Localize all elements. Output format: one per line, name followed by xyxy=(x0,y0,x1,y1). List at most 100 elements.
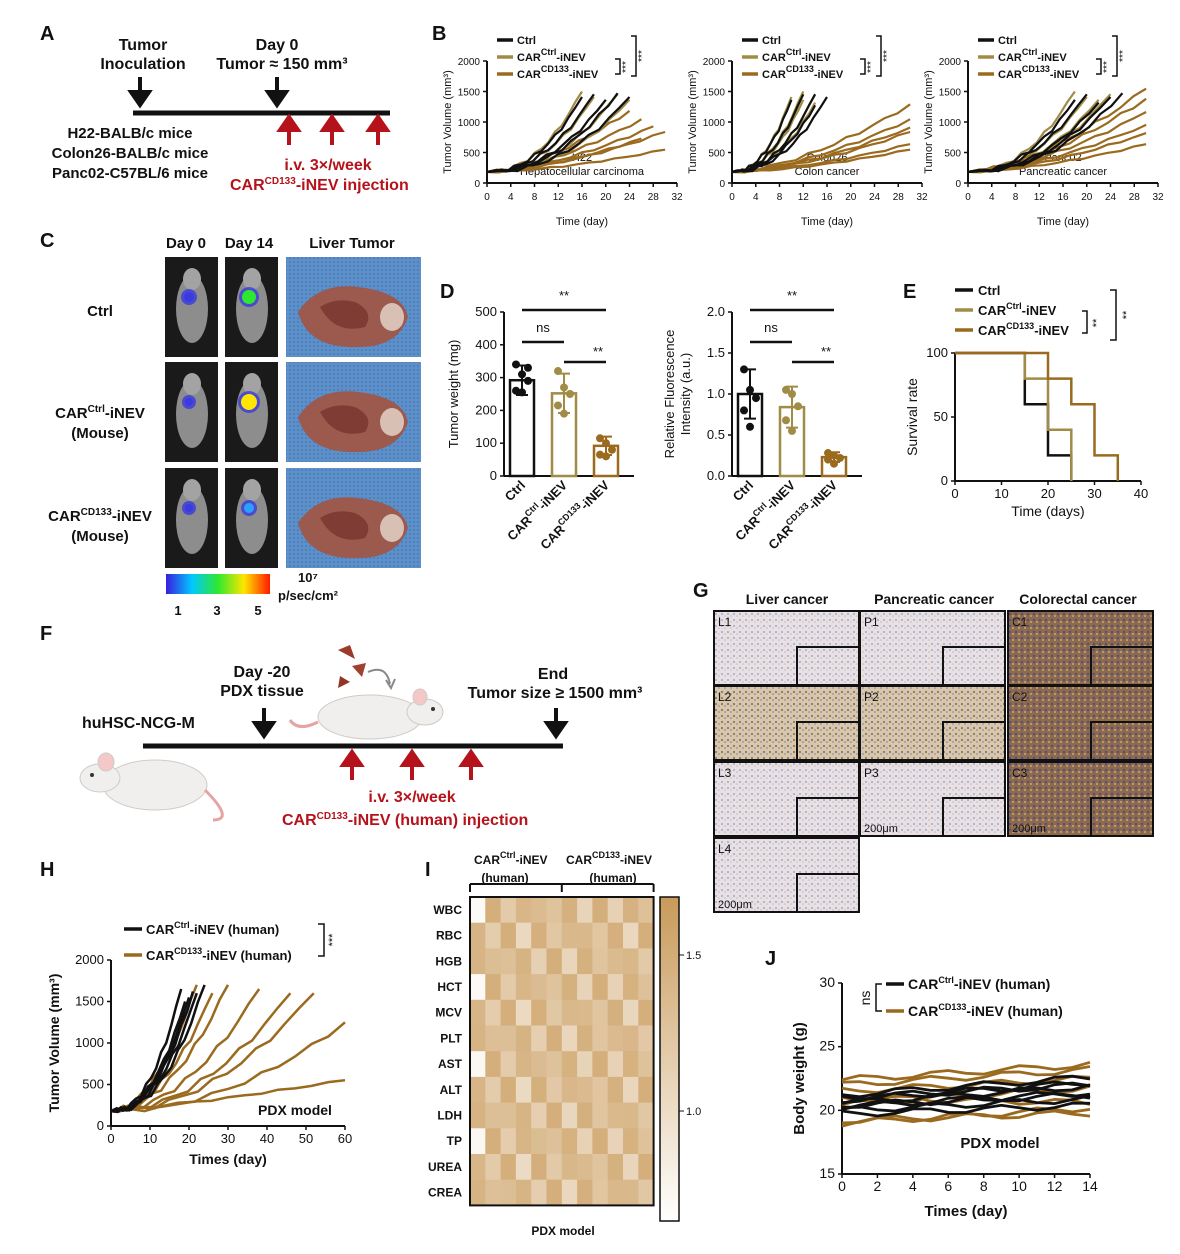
j-ylabel: Body weight (g) xyxy=(791,1022,808,1135)
d-tumor-weight-chart-data-point xyxy=(512,360,520,369)
ihc-scale-label: 200μm xyxy=(864,823,898,835)
bioluminescence-core xyxy=(184,292,194,302)
b-series-car-cd133-line xyxy=(731,143,911,174)
day0-arrow xyxy=(264,77,290,109)
b-sig-bracket-outer xyxy=(1112,35,1118,77)
heatmap-cell xyxy=(470,1076,486,1104)
f-treatment-name: CARCD133-iNEV (human) injection xyxy=(282,811,528,829)
b-legend-entry-sup: CD133 xyxy=(541,64,569,74)
b-series-ctrl-line xyxy=(967,92,1124,173)
liver-lobe xyxy=(320,300,369,329)
heatmap-cell xyxy=(577,1128,593,1155)
h-legend-entry-suffix: -iNEV (human) xyxy=(202,948,292,963)
heatmap-cell xyxy=(485,1128,502,1155)
b-legend-entry-sup: Ctrl xyxy=(541,47,557,57)
d-sig-ctrl-cd133: ** xyxy=(559,288,569,303)
j-pdx-note: PDX model xyxy=(960,1135,1039,1152)
heatmap-cell xyxy=(592,999,609,1026)
heatmap-cell xyxy=(546,1179,563,1206)
heatmap-cell xyxy=(592,1154,609,1181)
b-chart-1-x-tick-label: 20 xyxy=(600,192,612,203)
b-legend-entry: CARCD133-iNEV xyxy=(998,64,1080,81)
b-chart-2-x-tick-label: 0 xyxy=(729,192,735,203)
e-survival-y-tick-label: 0 xyxy=(941,473,948,488)
heatmap-cell xyxy=(607,974,624,1001)
e-xlabel: Time (days) xyxy=(1011,503,1084,519)
heatmap-cell xyxy=(592,948,609,975)
d-fluorescence-chart-data-point xyxy=(824,449,832,458)
d-tumor-weight-chart-y-tick-label: 500 xyxy=(475,304,497,319)
bioluminescence-core xyxy=(185,398,193,406)
heatmap-row-label: ALT xyxy=(440,1083,463,1097)
j-series-car-cd133-line xyxy=(841,1065,1091,1087)
heatmap-cell xyxy=(638,897,655,924)
b-legend-entry-sup: Ctrl xyxy=(1022,47,1038,57)
heatmap-cell xyxy=(546,974,563,1001)
d-tumor-weight-chart-data-point xyxy=(596,450,604,459)
d-fluorescence-chart-category-label-suffix: -iNEV xyxy=(763,477,798,512)
heatmap-cell xyxy=(623,974,639,1001)
b-legend-entry: Ctrl xyxy=(998,35,1017,47)
e-legend-entry-sup: CD133 xyxy=(1006,321,1034,331)
heatmap-cell xyxy=(500,948,517,975)
heatmap-cell xyxy=(470,1128,486,1155)
b-chart-1-x-tick-label: 32 xyxy=(671,192,683,203)
b-chart-3-x-tick-label: 16 xyxy=(1057,192,1069,203)
b-chart-2-x-tick-label: 32 xyxy=(916,192,928,203)
b-chart-1-y-tick-label: 0 xyxy=(474,179,480,190)
j-body-weight-y-tick-label: 30 xyxy=(819,974,835,990)
heatmap-cell xyxy=(592,1102,609,1129)
mouse-head xyxy=(183,479,201,501)
heatmap-cell xyxy=(531,974,547,1001)
b-chart-3-x-tick-label: 28 xyxy=(1129,192,1141,203)
d-fluorescence-chart-data-point xyxy=(782,385,790,394)
ihc-tile-label: L4 xyxy=(718,842,732,856)
h-series-car-ctrl-line xyxy=(110,984,206,1114)
b-chart-3-x-tick-label: 32 xyxy=(1152,192,1164,203)
h-legend-entry: CARCD133-iNEV (human) xyxy=(146,946,292,963)
c-header-liver: Liver Tumor xyxy=(309,235,395,252)
d-tumor-weight-chart-data-point xyxy=(512,386,520,395)
b-legend-entry-base: CAR xyxy=(762,69,786,81)
model-colon26: Colon26-BALB/c mice xyxy=(52,145,209,162)
d-fluorescence-chart-category-label-suffix: -iNEV xyxy=(805,477,840,512)
heatmap-cell xyxy=(607,1025,624,1052)
heatmap-cell xyxy=(515,1102,532,1129)
heatmap-cell xyxy=(607,922,624,949)
ihc-tile-label: L1 xyxy=(718,615,732,629)
e-sig-inner: ** xyxy=(1091,318,1103,327)
heatmap-cell xyxy=(623,948,639,975)
ihc-tile-label: C3 xyxy=(1012,766,1028,780)
b-legend-entry-base: CAR xyxy=(998,69,1022,81)
heatmap-cell xyxy=(531,897,547,924)
heatmap-cell xyxy=(592,1076,609,1104)
j-series-car-cd133-line xyxy=(841,1060,1091,1082)
heatmap-cell xyxy=(577,1179,593,1206)
heatmap-cell xyxy=(515,897,532,924)
colorbar-tick-1-0: 1.0 xyxy=(686,1106,701,1118)
j-legend-entry: CARCD133-iNEV (human) xyxy=(908,1002,1063,1019)
heatmap-row-label: TP xyxy=(447,1134,462,1148)
d-tumor-weight-chart-y-tick-label: 200 xyxy=(475,402,497,417)
heatmap-cell xyxy=(577,948,593,975)
heatmap-cell xyxy=(546,1128,563,1155)
heatmap-cell xyxy=(577,1154,593,1181)
heatmap-cell xyxy=(470,974,486,1001)
heatmap-cell xyxy=(485,1102,502,1129)
b-sig-outer: *** xyxy=(882,50,893,62)
heatmap-cell xyxy=(638,922,655,949)
h-xlabel: Times (day) xyxy=(189,1151,267,1167)
heatmap-cell xyxy=(515,974,532,1001)
d-fluorescence-chart-y-tick-label: 0.5 xyxy=(707,427,725,442)
e-survival-y-tick-label: 100 xyxy=(926,345,948,360)
e-legend-entry: CARCtrl-iNEV xyxy=(978,301,1057,318)
heatmap-cell xyxy=(592,1128,609,1155)
heatmap-cell xyxy=(638,1076,655,1104)
h-series-car-cd133-line xyxy=(110,1079,346,1113)
j-sig: ns xyxy=(857,991,873,1006)
heatmap-cell xyxy=(561,1076,578,1104)
e-survival-y-tick-label: 50 xyxy=(934,409,948,424)
b-series-ctrl-line xyxy=(731,93,817,173)
colorbar-unit: p/sec/cm² xyxy=(278,588,339,603)
h-pdx-x-tick-label: 50 xyxy=(299,1131,313,1146)
